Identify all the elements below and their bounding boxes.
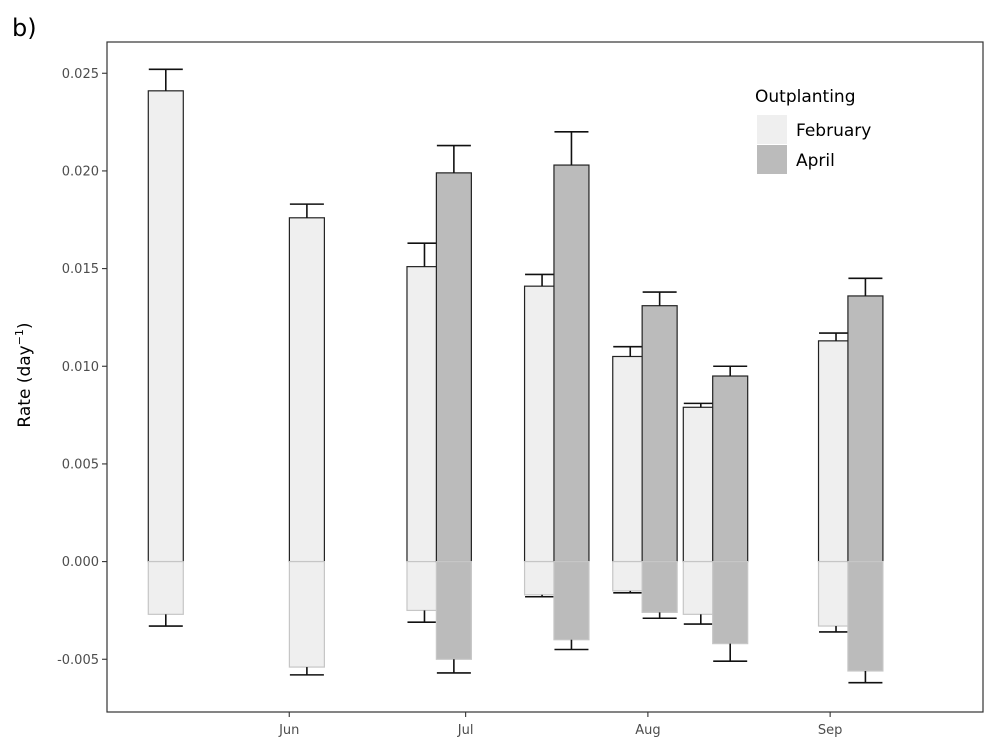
bar-april-5 (641, 560, 678, 613)
bar-april-7 (712, 560, 749, 645)
bar-april-3 (553, 560, 590, 641)
bar-april-1 (435, 560, 472, 660)
y-tick-label-2: 0.015 (62, 262, 99, 277)
legend: Outplanting February April (755, 87, 871, 174)
bar-april-9 (847, 560, 884, 672)
svg-text:Rate (day−1): Rate (day−1) (13, 322, 35, 427)
y-tick-label-1: 0.020 (62, 164, 99, 179)
bar-february-1 (147, 560, 184, 615)
y-tick-label-5: 0.000 (62, 555, 99, 570)
bar-april-8 (847, 295, 884, 563)
panel-label: b) (12, 14, 37, 42)
bar-april-0 (435, 172, 472, 563)
bar-april-2 (553, 164, 590, 563)
y-axis-title-close: ) (15, 322, 35, 329)
plot-area (106, 41, 984, 713)
y-tick-label-3: 0.010 (62, 360, 99, 375)
y-axis-title-text: Rate (day (15, 345, 35, 427)
bar-april-6 (712, 375, 749, 563)
bar-april-4 (641, 305, 678, 563)
x-axis: Jun Jul Aug Sep (278, 712, 842, 737)
y-axis-title-superscript: −1 (13, 329, 26, 345)
plot-border (106, 41, 984, 713)
x-tick-label-sep: Sep (818, 723, 843, 737)
y-tick-label-4: 0.005 (62, 457, 99, 472)
legend-label-april: April (796, 151, 835, 171)
x-tick-label-jul: Jul (457, 723, 474, 737)
legend-swatch-april (757, 145, 787, 174)
legend-swatch-february (757, 115, 787, 144)
y-tick-label-0: 0.025 (62, 67, 99, 82)
y-axis-title: Rate (day−1) (13, 322, 35, 427)
legend-label-february: February (796, 121, 871, 141)
y-axis: 0.025 0.020 0.015 0.010 0.005 0.000 -0.005 (57, 67, 107, 668)
bar-february-3 (288, 560, 325, 668)
bar-february-2 (288, 217, 325, 563)
x-tick-label-aug: Aug (635, 723, 660, 737)
bar-february-0 (147, 90, 184, 563)
legend-title: Outplanting (755, 87, 855, 107)
x-tick-label-jun: Jun (278, 723, 299, 737)
y-tick-label-6: -0.005 (57, 653, 99, 668)
